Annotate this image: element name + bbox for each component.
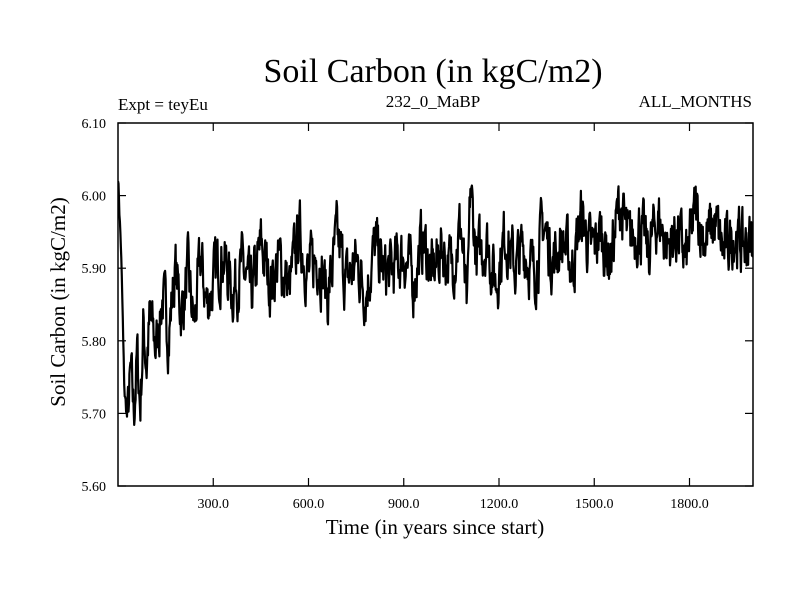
y-tick-label: 5.90 — [82, 262, 107, 277]
x-axis: 300.0 600.0 900.0 1200.0 1500.0 1800.0 — [198, 123, 709, 512]
subtitle-experiment: Expt = teyEu — [118, 95, 208, 114]
x-tick-label: 900.0 — [388, 497, 420, 512]
plot-area-frame — [117, 122, 754, 487]
y-axis: 5.60 5.70 5.80 5.90 6.00 6.10 — [82, 117, 753, 495]
y-tick-label: 5.70 — [82, 407, 107, 422]
x-tick-label: 1800.0 — [670, 497, 709, 512]
subtitle-period: 232_0_MaBP — [386, 92, 480, 111]
y-tick-label: 5.80 — [82, 335, 107, 350]
y-tick-label: 6.00 — [82, 190, 107, 205]
y-axis-label: Soil Carbon (in kgC/m2) — [46, 197, 70, 406]
x-tick-label: 600.0 — [293, 497, 325, 512]
series-line-soil-carbon — [118, 180, 753, 426]
x-axis-label: Time (in years since start) — [326, 515, 545, 539]
subtitle-months: ALL_MONTHS — [639, 92, 752, 111]
x-tick-label: 1200.0 — [480, 497, 519, 512]
chart-title: Soil Carbon (in kgC/m2) — [263, 53, 602, 90]
x-tick-label: 300.0 — [198, 497, 230, 512]
y-tick-label: 6.10 — [82, 117, 107, 132]
y-tick-label: 5.60 — [82, 480, 107, 495]
x-tick-label: 1500.0 — [575, 497, 614, 512]
